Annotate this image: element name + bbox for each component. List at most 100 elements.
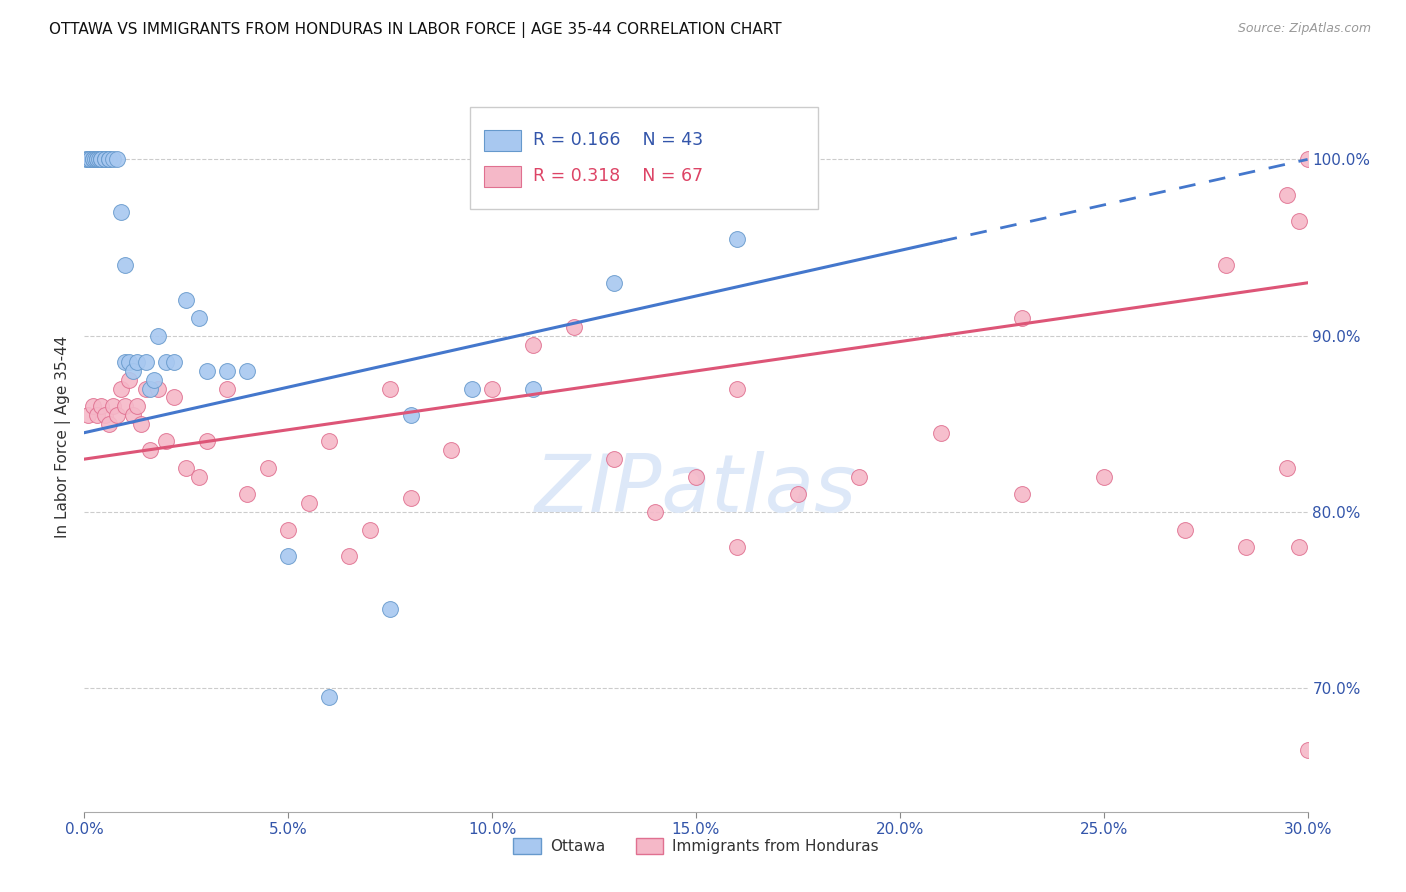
Point — [187, 469, 209, 483]
Point — [82, 153, 104, 167]
Text: OTTAWA VS IMMIGRANTS FROM HONDURAS IN LABOR FORCE | AGE 35-44 CORRELATION CHART: OTTAWA VS IMMIGRANTS FROM HONDURAS IN LA… — [49, 22, 782, 38]
Point — [380, 602, 402, 616]
Point — [122, 408, 145, 422]
Point — [93, 153, 115, 167]
Point — [101, 153, 124, 167]
Point — [163, 355, 186, 369]
Point — [603, 276, 626, 290]
Point — [87, 153, 110, 167]
Point — [725, 232, 748, 246]
Point — [90, 153, 112, 167]
Point — [118, 355, 141, 369]
Point — [114, 399, 136, 413]
Point — [257, 461, 280, 475]
Point — [359, 523, 381, 537]
Point — [110, 382, 132, 396]
FancyBboxPatch shape — [470, 107, 818, 209]
Point — [522, 382, 544, 396]
Point — [685, 469, 707, 483]
Point — [399, 408, 422, 422]
Point — [86, 408, 108, 422]
Point — [114, 258, 136, 272]
Point — [82, 399, 104, 413]
Point — [93, 153, 115, 167]
Point — [1092, 469, 1115, 483]
Point — [97, 417, 120, 431]
Point — [138, 443, 160, 458]
Text: R = 0.166    N = 43: R = 0.166 N = 43 — [533, 131, 703, 149]
Point — [603, 452, 626, 467]
Point — [79, 153, 101, 167]
Point — [787, 487, 810, 501]
Point — [82, 153, 104, 167]
Point — [155, 355, 177, 369]
Point — [236, 487, 259, 501]
Point — [461, 382, 484, 396]
Point — [725, 541, 748, 555]
Point — [122, 364, 145, 378]
Point — [146, 382, 169, 396]
Point — [127, 399, 149, 413]
Point — [298, 496, 321, 510]
Point — [138, 382, 160, 396]
FancyBboxPatch shape — [484, 166, 522, 186]
Point — [127, 355, 149, 369]
Point — [105, 153, 128, 167]
Point — [1174, 523, 1197, 537]
Point — [481, 382, 503, 396]
Point — [90, 399, 112, 413]
Point — [110, 205, 132, 219]
Point — [114, 355, 136, 369]
Point — [155, 434, 177, 449]
Point — [75, 153, 97, 167]
Point — [318, 690, 340, 705]
Point — [97, 153, 120, 167]
Point — [187, 311, 209, 326]
Point — [1236, 541, 1258, 555]
Point — [848, 469, 870, 483]
Point — [135, 355, 157, 369]
Point — [131, 417, 153, 431]
Point — [118, 373, 141, 387]
Point — [399, 491, 422, 505]
Point — [562, 319, 585, 334]
Point — [86, 153, 108, 167]
Point — [77, 153, 100, 167]
Point — [101, 399, 124, 413]
Point — [1296, 153, 1319, 167]
Point — [174, 461, 197, 475]
Point — [522, 337, 544, 351]
Text: ZIPatlas: ZIPatlas — [534, 450, 858, 529]
Point — [1288, 214, 1310, 228]
Legend: Ottawa, Immigrants from Honduras: Ottawa, Immigrants from Honduras — [508, 832, 884, 860]
Point — [83, 153, 105, 167]
Text: Source: ZipAtlas.com: Source: ZipAtlas.com — [1237, 22, 1371, 36]
Point — [1011, 311, 1033, 326]
Point — [163, 391, 186, 405]
Point — [1011, 487, 1033, 501]
Point — [90, 153, 112, 167]
Point — [86, 153, 108, 167]
Text: R = 0.318    N = 67: R = 0.318 N = 67 — [533, 168, 703, 186]
Point — [725, 382, 748, 396]
Point — [93, 408, 115, 422]
Point — [146, 328, 169, 343]
Point — [97, 153, 120, 167]
Point — [217, 382, 239, 396]
Point — [277, 549, 299, 563]
Point — [105, 408, 128, 422]
Point — [174, 293, 197, 308]
Point — [277, 523, 299, 537]
Point — [1288, 541, 1310, 555]
Point — [339, 549, 361, 563]
Point — [195, 434, 218, 449]
Point — [77, 408, 100, 422]
Point — [77, 153, 100, 167]
Point — [135, 382, 157, 396]
Point — [236, 364, 259, 378]
Point — [142, 373, 165, 387]
Point — [217, 364, 239, 378]
Point — [380, 382, 402, 396]
Point — [318, 434, 340, 449]
Point — [1215, 258, 1237, 272]
